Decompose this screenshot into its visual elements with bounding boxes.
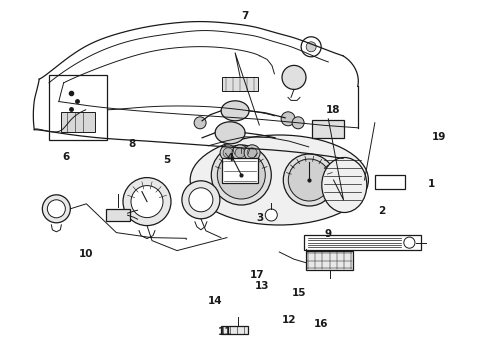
Text: 19: 19 (431, 132, 446, 142)
Text: 5: 5 (163, 155, 170, 165)
Text: 14: 14 (208, 296, 223, 306)
Bar (106, 209, 129, 221)
Text: 17: 17 (250, 270, 265, 280)
Circle shape (48, 200, 65, 218)
Circle shape (283, 154, 335, 206)
Circle shape (301, 37, 321, 57)
Circle shape (220, 145, 236, 161)
Text: 3: 3 (256, 213, 263, 223)
Bar (375, 175, 405, 189)
Circle shape (282, 66, 306, 89)
Circle shape (292, 117, 304, 129)
Circle shape (42, 195, 71, 223)
Circle shape (265, 209, 277, 221)
Text: 7: 7 (241, 11, 249, 21)
Circle shape (247, 148, 257, 158)
Bar (49, 75, 107, 140)
Bar (304, 235, 421, 250)
Bar (222, 77, 258, 91)
Circle shape (123, 177, 171, 226)
Text: 13: 13 (255, 281, 270, 291)
Ellipse shape (322, 158, 367, 212)
Ellipse shape (215, 122, 245, 144)
Text: 12: 12 (282, 315, 296, 325)
Circle shape (211, 145, 271, 205)
Text: 2: 2 (379, 206, 386, 216)
Circle shape (194, 117, 206, 129)
Ellipse shape (190, 135, 368, 225)
Circle shape (244, 145, 260, 161)
Text: 15: 15 (292, 288, 306, 298)
Circle shape (131, 186, 163, 217)
Circle shape (281, 112, 295, 126)
Text: 11: 11 (218, 327, 233, 337)
Text: 9: 9 (325, 229, 332, 239)
Circle shape (232, 145, 248, 161)
Text: 4: 4 (226, 153, 234, 163)
Bar (222, 158, 258, 183)
Bar (306, 251, 353, 270)
Ellipse shape (221, 101, 249, 121)
Bar (61, 112, 95, 132)
Text: 6: 6 (63, 152, 70, 162)
Circle shape (189, 188, 213, 212)
Circle shape (288, 159, 330, 201)
Circle shape (182, 181, 220, 219)
Circle shape (217, 151, 265, 199)
Text: 1: 1 (428, 179, 435, 189)
Text: 10: 10 (78, 249, 93, 259)
Text: 16: 16 (314, 319, 328, 329)
Bar (221, 326, 248, 334)
Circle shape (223, 148, 233, 158)
Circle shape (404, 237, 415, 248)
Circle shape (306, 42, 316, 52)
Text: 8: 8 (129, 139, 136, 149)
Circle shape (235, 148, 245, 158)
Bar (312, 120, 344, 138)
Text: 18: 18 (326, 105, 341, 115)
